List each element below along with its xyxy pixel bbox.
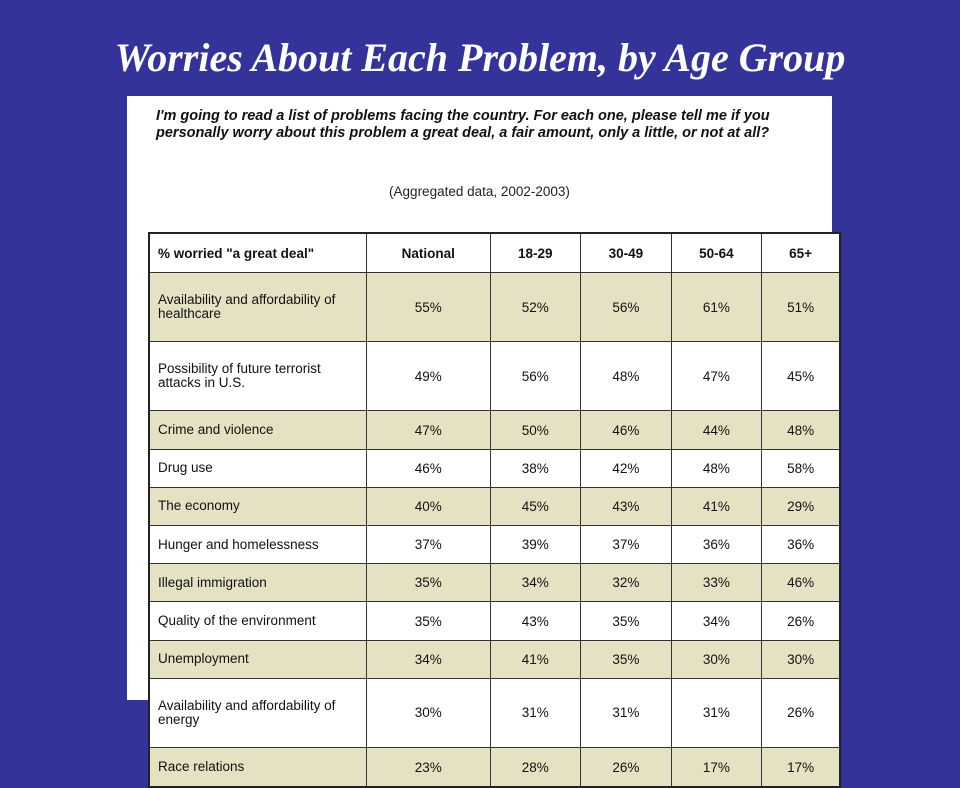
table-cell: 34%	[366, 639, 491, 679]
table-cell: 30%	[761, 639, 841, 679]
table-cell: 42%	[580, 448, 672, 488]
table-cell: 61%	[670, 271, 763, 343]
table-cell: 36%	[670, 525, 763, 565]
table-cell: 28%	[489, 747, 582, 788]
row-label: Drug use	[148, 448, 367, 488]
table-row: Drug use 46% 38% 42% 48% 58%	[148, 448, 841, 488]
table-cell: 35%	[580, 639, 672, 679]
data-note: (Aggregated data, 2002-2003)	[389, 184, 570, 199]
table-cell: 49%	[366, 341, 491, 412]
table-cell: 29%	[761, 486, 841, 527]
table-cell: 40%	[366, 486, 491, 527]
row-label: Possibility of future terrorist attacks …	[148, 341, 367, 412]
table-header-row: % worried "a great deal" National 18-29 …	[148, 232, 841, 273]
table-cell: 37%	[366, 525, 491, 565]
table-cell: 30%	[670, 639, 763, 679]
table-cell: 23%	[366, 747, 491, 788]
table-cell: 35%	[366, 601, 491, 641]
table-row: Crime and violence 47% 50% 46% 44% 48%	[148, 410, 841, 450]
row-label: The economy	[148, 486, 367, 527]
table-row: Illegal immigration 35% 34% 32% 33% 46%	[148, 563, 841, 603]
survey-question: I'm going to read a list of problems fac…	[156, 108, 770, 141]
column-header-50-64: 50-64	[670, 232, 763, 273]
table-cell: 48%	[670, 448, 763, 488]
column-header-measure: % worried "a great deal"	[148, 232, 367, 273]
table-row: Availability and affordability of health…	[148, 271, 841, 343]
row-label: Hunger and homelessness	[148, 525, 367, 565]
row-label: Race relations	[148, 747, 367, 788]
table-cell: 35%	[580, 601, 672, 641]
table-cell: 52%	[489, 271, 582, 343]
table-cell: 35%	[366, 563, 491, 603]
table-cell: 26%	[761, 601, 841, 641]
table-cell: 44%	[670, 410, 763, 450]
table-row: Availability and affordability of energy…	[148, 677, 841, 749]
table-cell: 45%	[489, 486, 582, 527]
table-cell: 39%	[489, 525, 582, 565]
slide-title: Worries About Each Problem, by Age Group	[114, 35, 846, 80]
table-row: Quality of the environment 35% 43% 35% 34% 26…	[148, 601, 841, 641]
table-cell: 34%	[489, 563, 582, 603]
table-cell: 41%	[670, 486, 763, 527]
table-row: Possibility of future terrorist attacks …	[148, 341, 841, 412]
table-cell: 31%	[580, 677, 672, 749]
table-cell: 43%	[489, 601, 582, 641]
table-cell: 26%	[761, 677, 841, 749]
table-cell: 37%	[580, 525, 672, 565]
survey-panel: I'm going to read a list of problems fac…	[127, 96, 841, 788]
table-cell: 47%	[670, 341, 763, 412]
table-cell: 33%	[670, 563, 763, 603]
row-label: Availability and affordability of health…	[148, 271, 367, 343]
table-cell: 36%	[761, 525, 841, 565]
table-cell: 26%	[580, 747, 672, 788]
column-header-18-29: 18-29	[489, 232, 582, 273]
table-cell: 48%	[761, 410, 841, 450]
table-cell: 48%	[580, 341, 672, 412]
table-cell: 30%	[366, 677, 491, 749]
table-cell: 38%	[489, 448, 582, 488]
table-cell: 47%	[366, 410, 491, 450]
table-cell: 50%	[489, 410, 582, 450]
table-cell: 56%	[489, 341, 582, 412]
table-cell: 43%	[580, 486, 672, 527]
worries-table: % worried "a great deal" National 18-29 …	[148, 232, 841, 788]
column-header-national: National	[366, 232, 491, 273]
column-header-30-49: 30-49	[580, 232, 672, 273]
table-cell: 58%	[761, 448, 841, 488]
column-header-65-plus: 65+	[761, 232, 841, 273]
row-label: Unemployment	[148, 639, 367, 679]
row-label: Crime and violence	[148, 410, 367, 450]
table-cell: 45%	[761, 341, 841, 412]
table-cell: 17%	[670, 747, 763, 788]
table-cell: 46%	[366, 448, 491, 488]
table-row: Hunger and homelessness 37% 39% 37% 36% 36%	[148, 525, 841, 565]
row-label: Quality of the environment	[148, 601, 367, 641]
table-cell: 34%	[670, 601, 763, 641]
table-cell: 32%	[580, 563, 672, 603]
table-cell: 31%	[670, 677, 763, 749]
table-row: Unemployment 34% 41% 35% 30% 30%	[148, 639, 841, 679]
table-row: Race relations 23% 28% 26% 17% 17%	[148, 747, 841, 788]
table-cell: 51%	[761, 271, 841, 343]
table-row: The economy 40% 45% 43% 41% 29%	[148, 486, 841, 527]
table-cell: 46%	[580, 410, 672, 450]
table-cell: 41%	[489, 639, 582, 679]
row-label: Illegal immigration	[148, 563, 367, 603]
table-cell: 55%	[366, 271, 491, 343]
row-label: Availability and affordability of energy	[148, 677, 367, 749]
table-cell: 31%	[489, 677, 582, 749]
table-cell: 17%	[761, 747, 841, 788]
table-cell: 46%	[761, 563, 841, 603]
table-cell: 56%	[580, 271, 672, 343]
